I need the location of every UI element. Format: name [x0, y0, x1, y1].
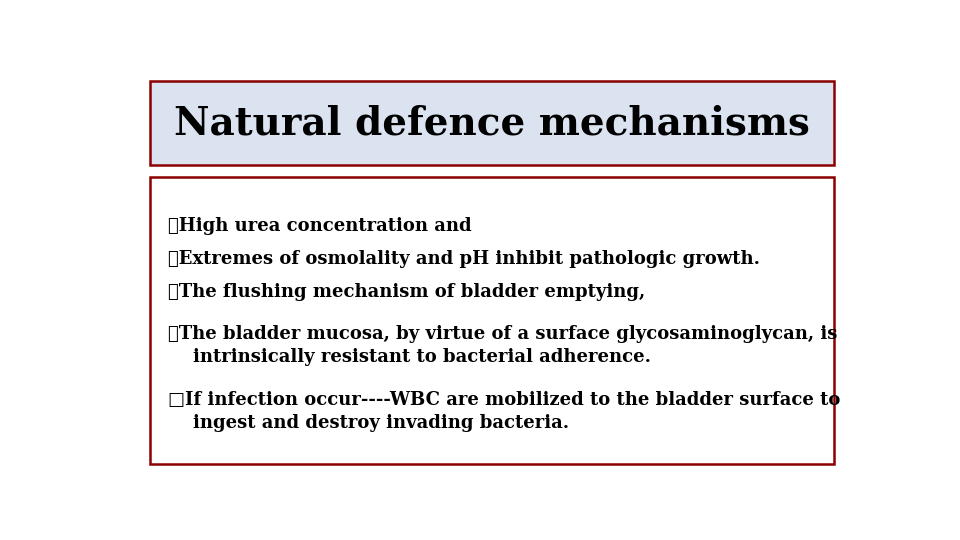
Text: ✓High urea concentration and: ✓High urea concentration and [168, 217, 472, 234]
Text: ✓The flushing mechanism of bladder emptying,: ✓The flushing mechanism of bladder empty… [168, 283, 646, 301]
FancyBboxPatch shape [150, 82, 834, 165]
Text: Natural defence mechanisms: Natural defence mechanisms [174, 104, 810, 142]
Text: ✓The bladder mucosa, by virtue of a surface glycosaminoglycan, is
    intrinsica: ✓The bladder mucosa, by virtue of a surf… [168, 325, 838, 366]
Text: □If infection occur----WBC are mobilized to the bladder surface to
    ingest an: □If infection occur----WBC are mobilized… [168, 391, 841, 432]
Text: ✓Extremes of osmolality and pH inhibit pathologic growth.: ✓Extremes of osmolality and pH inhibit p… [168, 250, 760, 268]
FancyBboxPatch shape [150, 177, 834, 464]
